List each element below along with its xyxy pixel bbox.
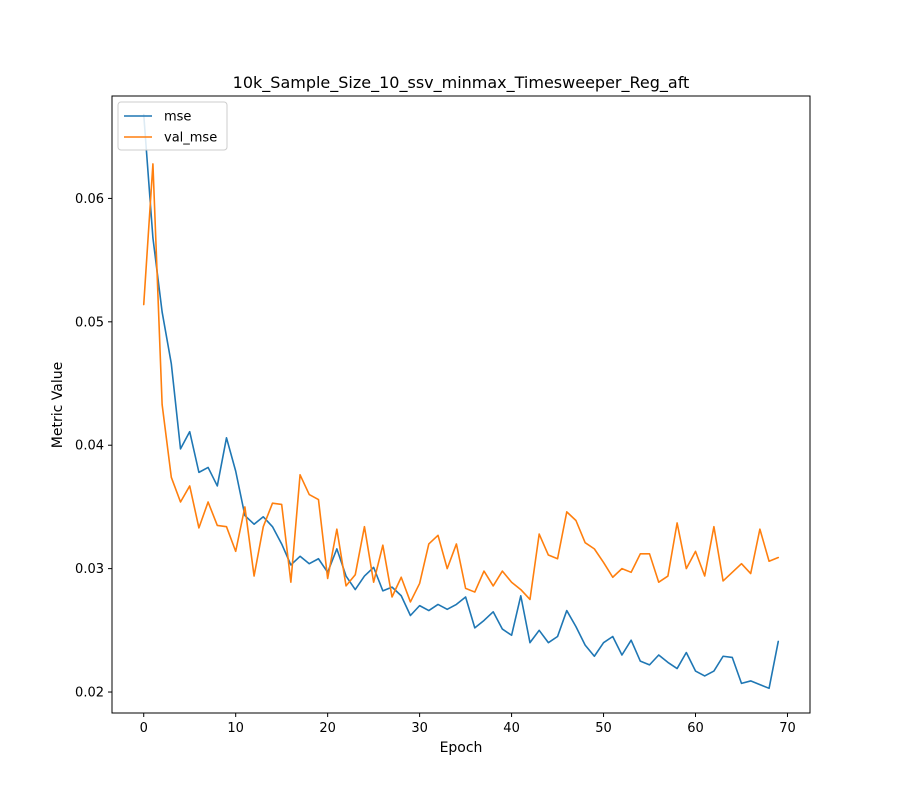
legend-box — [117, 101, 228, 151]
x-tick-label: 60 — [687, 721, 704, 736]
x-axis-label: Epoch — [440, 740, 483, 756]
y-tick-label: 0.04 — [75, 439, 104, 454]
series-line-val-mse — [142, 163, 780, 603]
y-tick-label: 0.02 — [75, 686, 104, 701]
x-tick-label: 30 — [411, 721, 428, 736]
x-tick-label: 50 — [595, 721, 612, 736]
legend-label-mse: mse — [164, 110, 191, 125]
x-tick-label: 40 — [503, 721, 520, 736]
y-tick-label: 0.06 — [75, 192, 104, 207]
y-tick-label: 0.03 — [75, 562, 104, 577]
x-tick-label: 70 — [779, 721, 796, 736]
y-tick-label: 0.05 — [75, 315, 104, 330]
y-axis-label: Metric Value — [50, 362, 66, 448]
x-tick-label: 10 — [227, 721, 244, 736]
plot-frame — [111, 95, 811, 714]
x-tick-label: 20 — [319, 721, 336, 736]
chart-title: 10k_Sample_Size_10_ssv_minmax_Timesweepe… — [233, 73, 690, 93]
x-tick-label: 0 — [140, 721, 148, 736]
legend: mse val_mse — [117, 101, 228, 151]
x-axis: 0 10 20 30 40 50 60 70 — [140, 713, 796, 736]
plot-area — [111, 95, 811, 714]
legend-label-val-mse: val_mse — [164, 131, 217, 146]
series-line-mse — [142, 113, 780, 690]
y-axis: 0.02 0.03 0.04 0.05 0.06 — [75, 192, 112, 701]
series-group — [142, 113, 780, 690]
